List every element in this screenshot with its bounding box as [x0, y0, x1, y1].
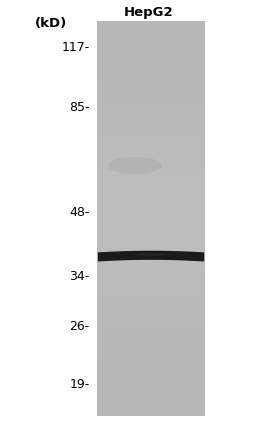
Text: 85-: 85- [69, 100, 90, 114]
Text: (kD): (kD) [35, 17, 67, 30]
Text: 19-: 19- [69, 378, 90, 391]
Text: HepG2: HepG2 [124, 6, 173, 19]
Ellipse shape [135, 254, 167, 256]
Text: 34-: 34- [69, 270, 90, 283]
Polygon shape [99, 251, 204, 261]
Text: 26-: 26- [69, 320, 90, 333]
Ellipse shape [108, 157, 162, 174]
Text: 48-: 48- [69, 206, 90, 219]
Text: 117-: 117- [61, 42, 90, 54]
